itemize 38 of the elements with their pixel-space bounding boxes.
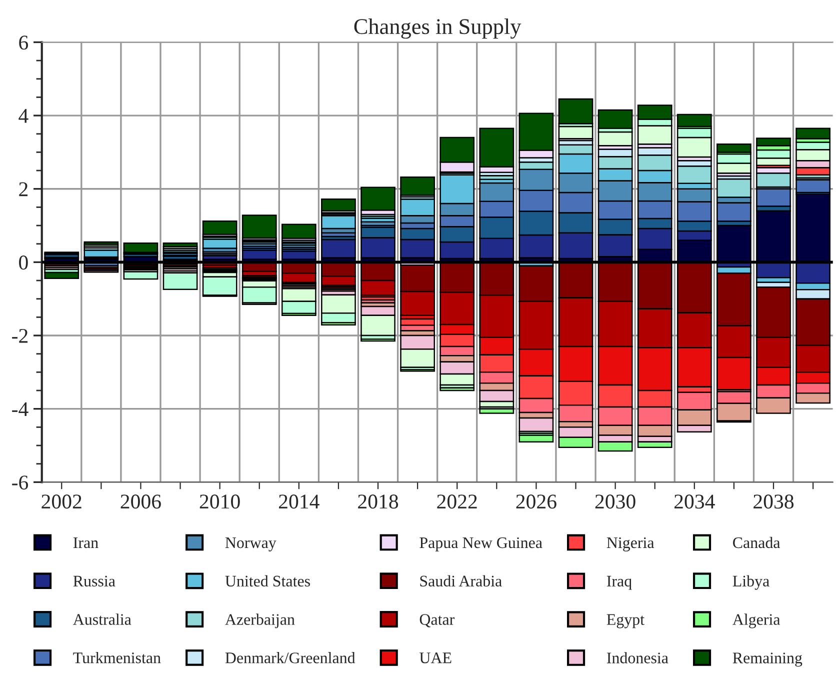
- legend-label: Libya: [732, 575, 770, 590]
- x-tick-label: 2038: [754, 494, 794, 509]
- x-tick-label: 2014: [278, 494, 320, 509]
- y-tick-label: 6: [19, 36, 28, 50]
- legend-label: Iraq: [606, 576, 632, 590]
- legend-label: Iran: [73, 538, 98, 548]
- x-tick-label: 2026: [516, 494, 556, 509]
- legend-label: UAE: [420, 652, 452, 664]
- legend-label: Norway: [225, 538, 276, 552]
- legend-label: United States: [225, 575, 310, 587]
- legend-label: Qatar: [420, 614, 455, 628]
- y-tick-label: 4: [18, 109, 28, 123]
- y-tick-label: 0: [19, 256, 28, 270]
- legend-label: Egypt: [606, 614, 644, 628]
- x-tick-label: 2006: [120, 494, 161, 509]
- legend-label: Algeria: [732, 614, 780, 628]
- x-tick-label: 2002: [42, 494, 82, 509]
- legend-label: Australia: [73, 614, 132, 625]
- legend-label: Turkmenistan: [73, 652, 161, 664]
- y-tick-label: -2: [12, 328, 28, 343]
- x-tick-label: 2022: [437, 494, 477, 509]
- legend-label: Russia: [73, 576, 116, 586]
- y-tick-label: -6: [12, 476, 28, 490]
- legend-label: Papua New Guinea: [420, 537, 542, 552]
- legend-label: Canada: [733, 536, 780, 548]
- legend-label: Indonesia: [606, 652, 668, 664]
- legend-label: Saudi Arabia: [420, 575, 502, 586]
- y-tick-label: 2: [19, 182, 28, 196]
- x-tick-label: 2034: [674, 494, 715, 509]
- legend-label: Nigeria: [606, 537, 654, 552]
- x-tick-label: 2010: [200, 494, 240, 509]
- legend-label: Denmark/Greenland: [225, 652, 356, 664]
- legend-label: Remaining: [732, 652, 802, 667]
- legend-label: Azerbaijan: [225, 614, 295, 628]
- x-tick-label: 2030: [595, 494, 636, 509]
- x-tick-label: 2018: [358, 494, 398, 509]
- y-tick-label: -4: [12, 402, 28, 416]
- chart-title: Changes in Supply: [354, 18, 522, 39]
